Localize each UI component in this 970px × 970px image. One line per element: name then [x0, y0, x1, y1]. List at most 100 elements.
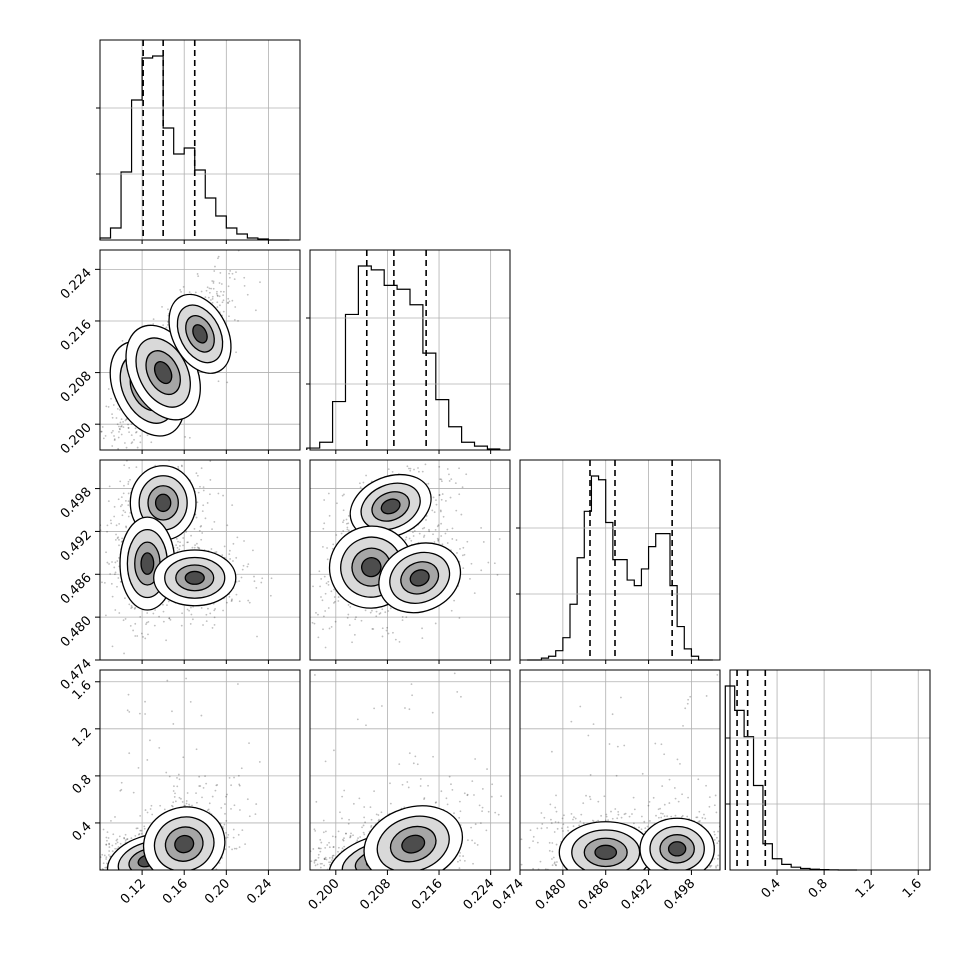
scatter-point — [458, 493, 461, 496]
scatter-point — [347, 822, 350, 825]
scatter-point — [134, 606, 137, 609]
scatter-point — [204, 775, 206, 777]
scatter-point — [139, 615, 142, 618]
scatter-point — [228, 549, 231, 552]
panel-frame — [99, 39, 301, 241]
scatter-point — [174, 800, 177, 803]
scatter-point — [326, 558, 329, 561]
scatter-point — [97, 861, 99, 863]
scatter-point — [446, 468, 449, 470]
scatter-point — [189, 700, 192, 703]
scatter-point — [333, 600, 336, 603]
scatter-point — [617, 810, 620, 813]
scatter-point — [87, 849, 89, 851]
scatter-point — [459, 548, 461, 550]
scatter-point — [114, 847, 117, 850]
scatter-point — [278, 656, 280, 658]
scatter-point — [118, 427, 121, 430]
scatter-point — [217, 255, 220, 258]
scatter-point — [353, 633, 356, 636]
scatter-point — [441, 543, 444, 546]
scatter-point — [119, 505, 122, 508]
scatter-point — [676, 758, 679, 761]
scatter-point — [398, 640, 401, 643]
scatter-point — [93, 849, 95, 851]
scatter-point — [392, 631, 394, 634]
scatter-point — [703, 667, 705, 669]
scatter-point — [330, 625, 333, 628]
scatter-point — [158, 615, 160, 618]
scatter-point — [187, 541, 189, 544]
scatter-point — [358, 797, 361, 800]
scatter-point — [195, 748, 198, 751]
scatter-point — [269, 594, 272, 597]
scatter-point — [118, 408, 121, 411]
scatter-point — [109, 519, 112, 522]
scatter-point — [346, 616, 349, 619]
scatter-point — [180, 624, 183, 627]
scatter-point — [440, 522, 443, 525]
scatter-point — [469, 577, 471, 580]
scatter-point — [152, 318, 155, 321]
scatter-point — [333, 596, 336, 598]
scatter-point — [322, 527, 325, 530]
scatter-point — [101, 853, 104, 856]
scatter-point — [216, 290, 218, 293]
scatter-point — [293, 614, 295, 616]
scatter-point — [121, 514, 124, 517]
scatter-point — [181, 801, 184, 803]
scatter-point — [423, 797, 426, 799]
scatter-point — [186, 792, 189, 794]
scatter-point — [137, 833, 140, 836]
density-contour — [360, 557, 382, 578]
scatter-point — [209, 612, 212, 615]
scatter-point — [424, 463, 427, 466]
scatter-point — [437, 524, 440, 527]
scatter-point — [219, 304, 221, 307]
scatter-point — [345, 522, 348, 525]
scatter-point — [428, 528, 430, 531]
scatter-point — [101, 426, 104, 428]
scatter-point — [434, 622, 437, 625]
scatter-point — [147, 633, 149, 636]
scatter-point — [214, 608, 217, 610]
scatter-point — [115, 417, 118, 419]
scatter-point — [182, 756, 185, 759]
scatter-point — [377, 814, 380, 816]
scatter-point — [228, 315, 230, 318]
scatter-point — [205, 289, 208, 292]
scatter-point — [386, 626, 389, 629]
scatter-point — [317, 853, 320, 856]
scatter-point — [228, 272, 231, 275]
scatter-point — [324, 760, 327, 763]
scatter-point — [241, 568, 244, 571]
scatter-point — [458, 855, 461, 857]
scatter-point — [212, 280, 215, 283]
scatter-point — [471, 780, 474, 783]
scatter-point — [463, 859, 466, 862]
scatter-panel-3-1 — [309, 669, 511, 871]
scatter-point — [136, 446, 139, 449]
scatter-point — [208, 287, 211, 290]
scatter-point — [317, 856, 320, 859]
scatter-point — [135, 466, 138, 469]
scatter-point — [458, 867, 461, 870]
scatter-point — [446, 803, 449, 806]
scatter-point — [333, 749, 335, 752]
scatter-point — [398, 763, 401, 765]
scatter-point — [211, 627, 214, 629]
scatter-point — [135, 431, 137, 434]
scatter-point — [416, 763, 419, 766]
scatter-point — [349, 834, 352, 837]
scatter-point — [579, 820, 582, 823]
scatter-point — [229, 558, 232, 560]
scatter-point — [322, 628, 324, 631]
scatter-point — [200, 524, 203, 527]
scatter-point — [473, 842, 476, 845]
scatter-point — [120, 433, 123, 436]
scatter-point — [528, 846, 531, 849]
scatter-point — [139, 829, 142, 832]
scatter-point — [324, 592, 327, 595]
scatter-point — [146, 434, 149, 437]
scatter-point — [138, 832, 141, 835]
